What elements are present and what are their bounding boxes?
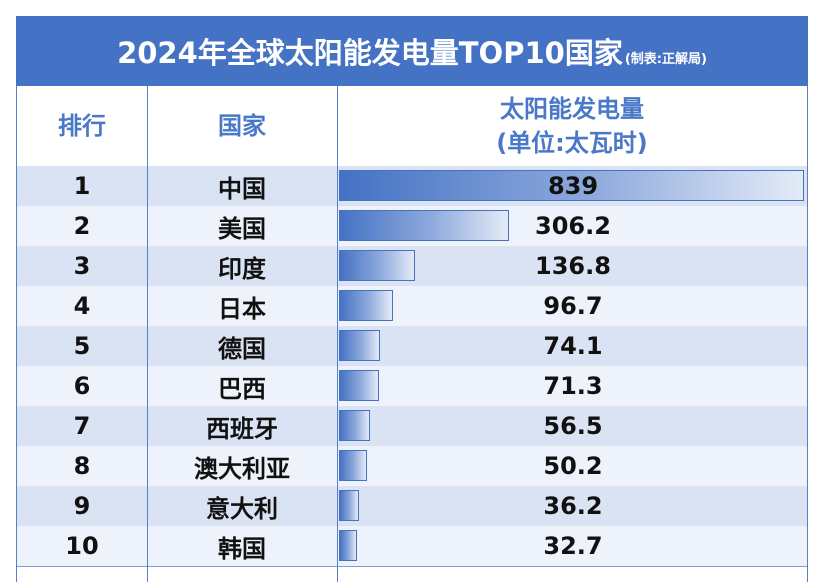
table-row: 4 日本 96.7 bbox=[17, 286, 807, 326]
rank-cell: 1 bbox=[73, 172, 91, 200]
country-cell: 中国 bbox=[218, 174, 266, 203]
rank-cell: 7 bbox=[73, 412, 91, 440]
row-divider bbox=[17, 566, 807, 567]
value-label: 50.2 bbox=[543, 452, 603, 480]
value-label: 839 bbox=[547, 172, 599, 200]
ranking-table: 排行 国家 太阳能发电量 (单位:太瓦时) 1 中国 839 2 美国 306.2 3 印度 1… bbox=[16, 86, 808, 582]
bar-mark bbox=[339, 170, 804, 201]
country-cell: 意大利 bbox=[206, 494, 278, 523]
rank-cell: 3 bbox=[73, 252, 91, 280]
header-rank: 排行 bbox=[58, 112, 106, 140]
bar-mark bbox=[339, 210, 509, 241]
country-cell: 美国 bbox=[218, 214, 266, 243]
table-row: 7 西班牙 56.5 bbox=[17, 406, 807, 446]
value-label: 36.2 bbox=[543, 492, 603, 520]
bar-mark bbox=[339, 490, 360, 521]
table-row: 5 德国 74.1 bbox=[17, 326, 807, 366]
bar-mark bbox=[339, 410, 371, 441]
bar-mark bbox=[339, 530, 358, 561]
value-label: 56.5 bbox=[543, 412, 603, 440]
header-value-line2: (单位:太瓦时) bbox=[496, 129, 648, 157]
country-cell: 德国 bbox=[218, 334, 266, 363]
header-country: 国家 bbox=[218, 112, 266, 140]
chart-frame: 2024年全球太阳能发电量TOP10国家 (制表:正解局) 排行 国家 太阳能发电… bbox=[16, 16, 808, 582]
value-label: 306.2 bbox=[535, 212, 611, 240]
country-cell: 巴西 bbox=[218, 374, 266, 403]
table-row: 1 中国 839 bbox=[17, 166, 807, 206]
country-cell: 韩国 bbox=[218, 534, 266, 563]
table-row: 2 美国 306.2 bbox=[17, 206, 807, 246]
table-row: 9 意大利 36.2 bbox=[17, 486, 807, 526]
value-label: 71.3 bbox=[543, 372, 603, 400]
country-cell: 日本 bbox=[218, 294, 266, 323]
bar-mark bbox=[339, 330, 381, 361]
bar-mark bbox=[339, 290, 393, 321]
rank-cell: 9 bbox=[73, 492, 91, 520]
country-cell: 澳大利亚 bbox=[194, 454, 290, 483]
country-cell: 西班牙 bbox=[206, 414, 278, 443]
rank-cell: 4 bbox=[73, 292, 91, 320]
bar-mark bbox=[339, 450, 367, 481]
table-row: 8 澳大利亚 50.2 bbox=[17, 446, 807, 486]
rank-cell: 8 bbox=[73, 452, 91, 480]
title-note: (制表:正解局) bbox=[624, 51, 707, 67]
title-bar: 2024年全球太阳能发电量TOP10国家 (制表:正解局) bbox=[16, 16, 808, 86]
rank-cell: 10 bbox=[65, 532, 99, 560]
bar-mark bbox=[339, 370, 379, 401]
rank-cell: 5 bbox=[73, 332, 91, 360]
value-label: 32.7 bbox=[543, 532, 603, 560]
value-label: 96.7 bbox=[543, 292, 603, 320]
header-value: 太阳能发电量 (单位:太瓦时) bbox=[337, 86, 807, 166]
table-row: 6 巴西 71.3 bbox=[17, 366, 807, 406]
value-label: 136.8 bbox=[535, 252, 611, 280]
bar-mark bbox=[339, 250, 415, 281]
table-row: 3 印度 136.8 bbox=[17, 246, 807, 286]
chart-title: 2024年全球太阳能发电量TOP10国家 bbox=[117, 36, 623, 70]
country-cell: 印度 bbox=[218, 254, 266, 283]
table-row: 10 韩国 32.7 bbox=[17, 526, 807, 566]
rank-cell: 6 bbox=[73, 372, 91, 400]
column-divider bbox=[147, 86, 148, 582]
header-value-line1: 太阳能发电量 bbox=[500, 95, 644, 123]
value-label: 74.1 bbox=[543, 332, 603, 360]
rank-cell: 2 bbox=[73, 212, 91, 240]
column-divider bbox=[337, 86, 338, 582]
